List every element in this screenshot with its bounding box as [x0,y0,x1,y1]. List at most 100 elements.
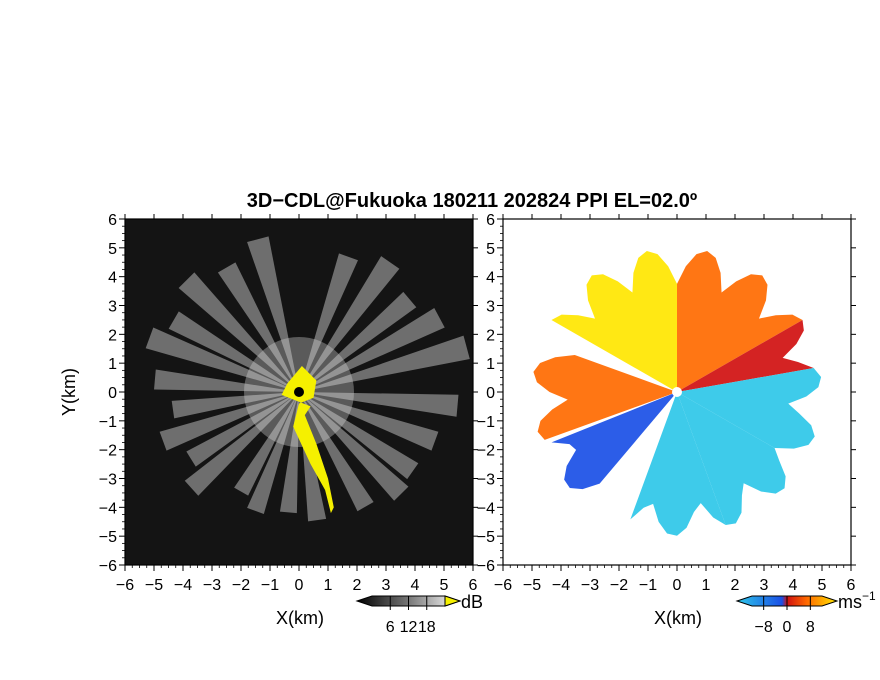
y-tick-label: 5 [108,241,117,258]
colorbar-tick-label: 8 [806,619,815,636]
y-tick-label: 1 [486,356,495,373]
x-tick-label: 4 [789,577,798,594]
x-tick-label: 5 [818,577,827,594]
backscatter-beam [299,392,374,512]
y-tick-label: 2 [108,327,117,344]
y-axis-label: Y(km) [59,368,79,416]
left-saturation-region [281,366,334,514]
radar-center-marker [294,387,304,397]
left-x-axis-label: X(km) [276,608,324,628]
backscatter-beam [171,392,299,419]
x-tick-label: −5 [145,577,163,594]
intensity-colorbar-unit: dB [461,592,483,612]
y-tick-label: 3 [108,299,117,316]
x-tick-label: −5 [523,577,541,594]
backscatter-beam [299,392,459,417]
x-tick-label: 1 [324,577,333,594]
y-tick-label: 2 [486,327,495,344]
left-axis-ticks: −6 −5 −4 −3 −2 −1 0 1 2 3 4 5 6 6 5 4 3 2 1 0 −1 −2 −3 −4 −5 −6 [99,212,478,594]
y-tick-label: −1 [477,414,495,431]
y-tick-label: −5 [477,529,495,546]
backscatter-beam [299,307,445,392]
y-tick-label: 0 [486,385,495,402]
intensity-colorbar: 6 12 18 dB [355,592,483,636]
saturated-echo [281,366,334,514]
x-tick-label: 6 [469,577,478,594]
y-tick-label: −6 [99,558,117,575]
y-tick-label: −2 [477,443,495,460]
colorbar-tick-label: 18 [418,619,436,636]
x-tick-label: 4 [411,577,420,594]
intensity-colorbar-overflow [444,595,462,607]
y-tick-label: −6 [477,558,495,575]
backscatter-beam [154,369,299,392]
x-tick-label: −6 [494,577,512,594]
backscatter-beam [299,335,470,392]
y-tick-label: 1 [108,356,117,373]
colorbar-tick-label: −8 [755,619,773,636]
intensity-colorbar-ticks: 6 12 18 [386,596,436,636]
velocity-sector [677,368,822,449]
backscatter-beam [299,291,417,392]
velocity-sector [630,392,726,536]
y-tick-label: −3 [99,472,117,489]
velocity-sector [551,392,677,490]
left-panel-intensity: −6 −5 −4 −3 −2 −1 0 1 2 3 4 5 6 6 5 4 3 2 1 0 −1 −2 −3 −4 −5 −6 X… [59,212,478,628]
x-tick-label: 0 [673,577,682,594]
velocity-unit-exponent: −1 [862,589,876,603]
x-tick-label: 0 [295,577,304,594]
x-tick-label: 3 [382,577,391,594]
velocity-sector [551,250,677,392]
y-tick-label: 0 [108,385,117,402]
x-tick-label: 6 [847,577,856,594]
backscatter-beam [217,262,299,392]
y-tick-label: 3 [486,299,495,316]
colorbar-tick-label: 0 [783,619,792,636]
y-tick-label: −3 [477,472,495,489]
backscatter-beam [168,311,299,392]
radar-center-gap [672,387,682,397]
colorbar-tick-label: 6 [386,619,395,636]
x-tick-label: −2 [232,577,250,594]
y-tick-label: −4 [477,500,495,517]
x-tick-label: −6 [116,577,134,594]
backscatter-beam [299,392,409,501]
velocity-sector [677,250,803,392]
x-tick-label: −3 [581,577,599,594]
x-tick-label: −4 [174,577,192,594]
x-tick-label: −1 [261,577,279,594]
chart-title: 3D−CDL@Fukuoka 180211 202824 PPI EL=02.0… [247,190,697,212]
colorbar-tick-label: 12 [400,619,418,636]
y-tick-label: −1 [99,414,117,431]
backscatter-beam [234,392,299,496]
x-tick-label: −4 [552,577,570,594]
x-tick-label: 2 [731,577,740,594]
y-tick-label: −5 [99,529,117,546]
backscatter-beam [247,236,299,392]
backscatter-beam [186,392,299,467]
backscatter-beam [159,392,299,451]
backscatter-beam [247,392,299,514]
velocity-unit-base: ms [838,592,862,612]
backscatter-beam [279,392,299,514]
x-tick-label: 1 [702,577,711,594]
x-tick-label: 3 [760,577,769,594]
x-tick-label: −1 [639,577,657,594]
y-tick-label: 4 [108,270,117,287]
velocity-sector [533,355,677,440]
velocity-sector [677,319,814,392]
backscatter-beam [299,256,400,392]
y-tick-label: −2 [99,443,117,460]
y-tick-label: 5 [486,241,495,258]
y-tick-label: −4 [99,500,117,517]
velocity-colorbar: −8 0 8 ms−1 [735,589,876,636]
velocity-sector [677,392,786,526]
x-tick-label: 5 [440,577,449,594]
x-tick-label: −2 [610,577,628,594]
y-tick-label: 4 [486,270,495,287]
x-tick-label: 2 [353,577,362,594]
y-tick-label: 6 [486,212,495,229]
backscatter-beam [299,253,358,392]
backscatter-beam [145,327,299,392]
